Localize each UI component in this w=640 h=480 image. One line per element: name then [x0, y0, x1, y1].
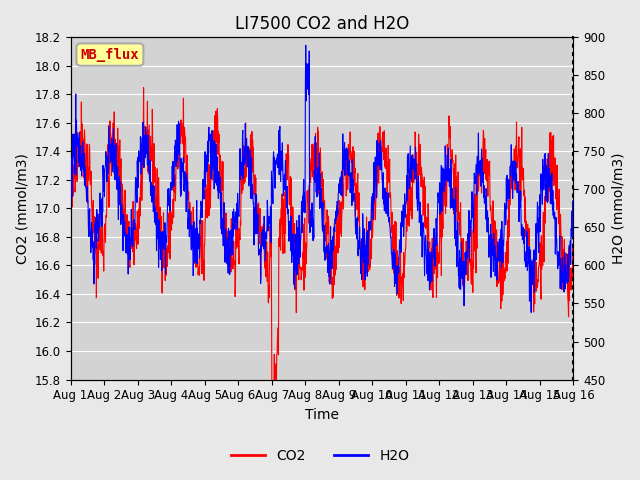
- X-axis label: Time: Time: [305, 408, 339, 422]
- Y-axis label: H2O (mmol/m3): H2O (mmol/m3): [611, 153, 625, 264]
- Legend: CO2, H2O: CO2, H2O: [225, 443, 415, 468]
- Title: LI7500 CO2 and H2O: LI7500 CO2 and H2O: [235, 15, 409, 33]
- Y-axis label: CO2 (mmol/m3): CO2 (mmol/m3): [15, 153, 29, 264]
- Text: MB_flux: MB_flux: [81, 48, 140, 61]
